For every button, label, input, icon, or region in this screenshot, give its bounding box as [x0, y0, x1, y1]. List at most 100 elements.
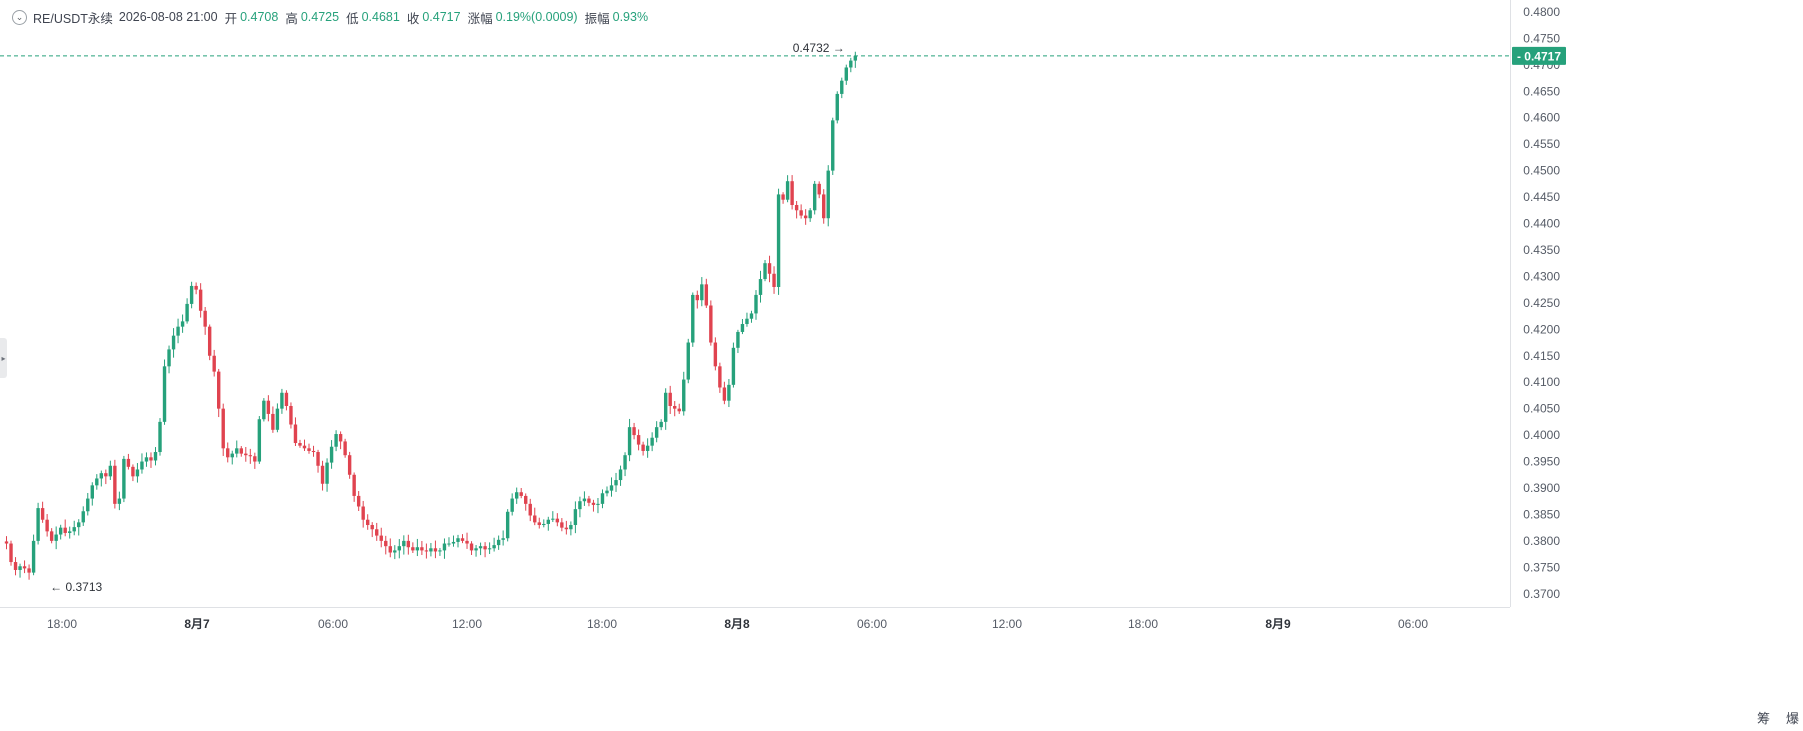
candle-body — [758, 279, 763, 295]
change-label: 涨幅 — [467, 11, 493, 26]
candle-body — [95, 478, 99, 486]
candle-body — [749, 313, 754, 319]
candle-body — [677, 408, 681, 412]
candle-body — [375, 529, 379, 536]
candle-body — [740, 324, 745, 332]
chip-distribution-button[interactable]: 筹 — [1756, 711, 1770, 726]
candle-body — [22, 566, 27, 569]
open-value: 0.4708 — [240, 10, 279, 24]
candle-body — [808, 210, 812, 219]
y-tick-label: 0.3950 — [1523, 455, 1560, 469]
candle-body — [244, 453, 248, 456]
candle-body — [785, 181, 790, 200]
candle-body — [447, 543, 451, 545]
candle-body — [718, 366, 722, 388]
candle-body — [587, 498, 591, 503]
current-price-tag — [1512, 46, 1566, 65]
candle-body — [280, 392, 284, 409]
candle-body — [763, 263, 767, 280]
candle-body — [189, 285, 194, 304]
liquidation-button[interactable]: 爆 — [1785, 711, 1799, 726]
candle-body — [555, 518, 560, 523]
candle-body — [36, 508, 40, 541]
candle-body — [794, 205, 799, 211]
current-price-label: - 0.4717 — [1517, 49, 1561, 63]
candle-body — [104, 473, 108, 477]
candle-body — [113, 465, 117, 504]
candle-body — [849, 60, 853, 68]
candle-body — [542, 523, 546, 526]
candle-body — [316, 452, 320, 466]
candle-body — [135, 469, 140, 477]
candle-body — [361, 506, 365, 520]
y-tick-label: 0.3800 — [1523, 534, 1560, 548]
candle-body — [478, 546, 483, 549]
candle-body — [533, 515, 537, 523]
candle-body — [122, 458, 126, 499]
candle-body — [614, 480, 618, 486]
candle-body — [799, 210, 803, 216]
low-marker-label: ← 0.3713 — [50, 580, 102, 594]
candle-body — [31, 540, 36, 573]
candle-body — [524, 495, 528, 504]
chevron-down-icon[interactable]: ⌄ — [12, 9, 27, 25]
high-label: 高 — [285, 11, 298, 26]
candle-body — [767, 263, 772, 274]
candle-body — [180, 321, 185, 327]
candle-body — [528, 503, 532, 516]
candle-body — [81, 511, 85, 523]
x-tick-label: 06:00 — [857, 617, 887, 631]
candle-body — [731, 347, 736, 385]
candle-body — [370, 525, 374, 530]
candle-body — [13, 562, 18, 570]
candle-body — [144, 457, 149, 462]
symbol-label[interactable]: RE/USDT永续 — [33, 11, 113, 26]
candle-body — [433, 548, 438, 552]
sidebar-toggle-handle[interactable]: ▸ — [0, 338, 7, 378]
candle-body — [393, 550, 397, 553]
y-tick-label: 0.4250 — [1523, 296, 1560, 310]
candle-body — [366, 519, 370, 526]
candle-body — [623, 455, 627, 470]
y-tick-label: 0.4400 — [1523, 217, 1560, 231]
candle-body — [569, 525, 573, 530]
amplitude-value: 0.93% — [612, 10, 649, 24]
candle-body — [844, 67, 848, 81]
candle-body — [99, 473, 104, 479]
candle-body — [149, 457, 153, 461]
candle-body — [650, 437, 654, 446]
candle-body — [271, 413, 275, 430]
candle-body — [86, 498, 90, 512]
candle-body — [108, 465, 113, 477]
candle-body — [140, 461, 144, 470]
candle-body — [302, 445, 307, 449]
y-tick-label: 0.4500 — [1523, 164, 1560, 178]
high-value: 0.4725 — [300, 10, 340, 24]
candle-body — [695, 294, 699, 301]
candle-body — [537, 522, 541, 526]
candle-body — [835, 93, 839, 121]
candle-body — [72, 527, 76, 532]
y-tick-label: 0.4600 — [1523, 111, 1560, 125]
candle-body — [411, 547, 415, 551]
candle-body — [153, 452, 158, 461]
candle-body — [659, 421, 663, 428]
close-value: 0.4717 — [422, 10, 461, 24]
y-tick-label: 0.3700 — [1523, 587, 1560, 601]
candle-body — [609, 485, 614, 491]
x-tick-label: 18:00 — [587, 617, 617, 631]
candle-body — [289, 406, 293, 425]
candle-body — [352, 474, 356, 496]
x-tick-label: 12:00 — [452, 617, 482, 631]
candle-body — [9, 543, 13, 563]
y-tick-label: 0.4200 — [1523, 322, 1560, 336]
candle-body — [384, 540, 388, 547]
candle-body — [483, 546, 487, 550]
candle-body — [415, 547, 420, 551]
candle-body — [203, 310, 207, 327]
y-tick-label: 0.3750 — [1523, 560, 1560, 574]
candle-body — [663, 392, 668, 422]
candle-body — [776, 194, 781, 287]
